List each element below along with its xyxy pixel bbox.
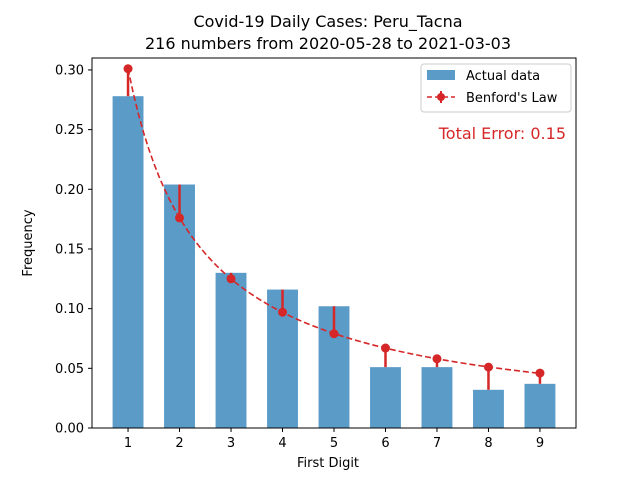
benford-point-digit-1 (123, 64, 133, 74)
benford-point-digit-3 (226, 274, 236, 284)
total-error-annotation: Total Error: 0.15 (438, 124, 566, 143)
x-tick-label: 4 (278, 436, 286, 451)
bar-digit-9 (524, 383, 556, 428)
benford-point-digit-6 (380, 343, 390, 353)
y-tick-label: 0.05 (55, 362, 84, 377)
y-tick-label: 0.10 (55, 302, 84, 317)
bar-digit-7 (421, 367, 453, 428)
plot-frame (91, 57, 577, 429)
x-tick-label: 8 (484, 436, 492, 451)
benford-point-digit-8 (483, 362, 493, 372)
legend-label-actual: Actual data (466, 69, 540, 84)
bar-digit-1 (112, 96, 144, 429)
x-tick-label: 9 (536, 436, 544, 451)
chart-title: Covid-19 Daily Cases: Peru_Tacna (193, 12, 462, 32)
bar-digit-8 (473, 389, 504, 428)
benford-point-digit-4 (278, 307, 288, 317)
y-tick-label: 0.20 (55, 183, 84, 198)
benford-point-digit-7 (432, 354, 442, 364)
y-tick-label: 0.25 (55, 123, 84, 138)
benford-point-digit-5 (329, 329, 339, 339)
x-tick-label: 7 (433, 436, 441, 451)
bar-digit-2 (164, 184, 195, 428)
x-tick-label: 2 (175, 436, 183, 451)
y-tick-label: 0.30 (55, 63, 84, 78)
y-tick-label: 0.00 (55, 422, 84, 437)
benford-point-digit-2 (175, 213, 185, 223)
bar-digit-6 (370, 367, 401, 428)
x-tick-label: 5 (330, 436, 338, 451)
benford-line-group (123, 64, 545, 378)
chart-subtitle: 216 numbers from 2020-05-28 to 2021-03-0… (145, 34, 511, 53)
legend-swatch-actual (427, 70, 455, 80)
x-tick-label: 6 (381, 436, 389, 451)
x-tick-label: 1 (124, 436, 132, 451)
legend-label-benford: Benford's Law (466, 91, 558, 106)
bar-digit-3 (215, 272, 247, 428)
y-tick-label: 0.15 (55, 242, 84, 257)
x-tick-label: 3 (227, 436, 235, 451)
x-axis-label: First Digit (297, 456, 359, 471)
x-axis: 1 2 3 4 5 6 7 8 9 (124, 428, 544, 451)
benford-point-digit-9 (535, 368, 545, 378)
legend: Actual data Benford's Law (420, 63, 572, 113)
y-axis-label: Frequency (21, 209, 36, 276)
legend-box (420, 63, 572, 113)
y-axis: 0.00 0.05 0.10 0.15 0.20 0.25 0.30 (55, 63, 92, 437)
